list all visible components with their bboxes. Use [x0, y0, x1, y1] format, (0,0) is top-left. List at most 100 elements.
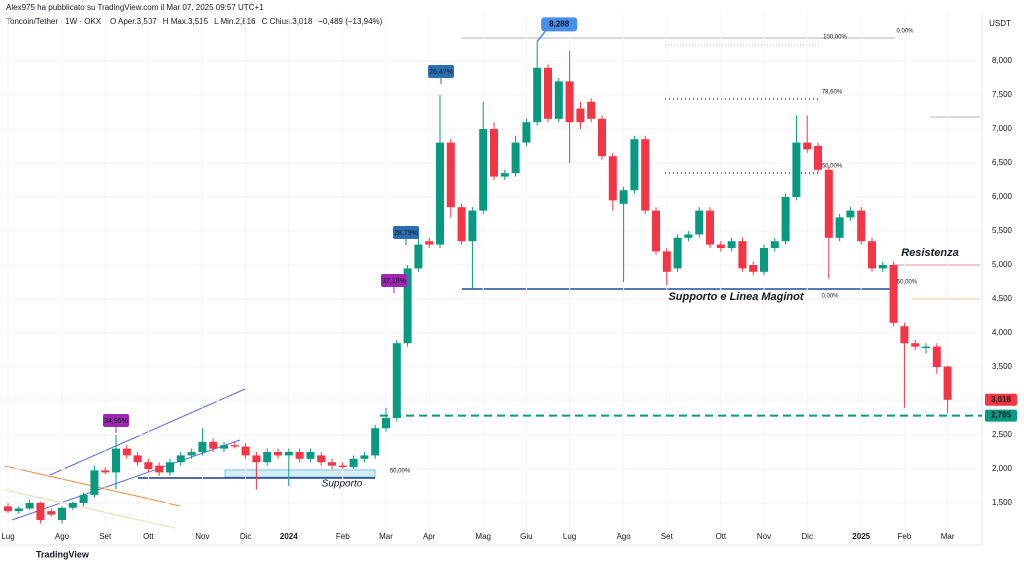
candle-body: [349, 458, 358, 467]
x-tick-label: Ott: [143, 532, 154, 541]
x-tick-label: Giu: [520, 532, 532, 541]
candle-body: [706, 210, 714, 245]
y-tick-label: 8,000: [992, 56, 1013, 65]
candle-body: [468, 210, 477, 242]
candle-body: [133, 455, 142, 463]
annotation: 100,00%: [823, 35, 847, 41]
y-tick-label: 2,500: [992, 430, 1013, 439]
x-tick-label: Ott: [715, 532, 726, 541]
candle-body: [554, 81, 563, 119]
candle-body: [695, 210, 704, 235]
y-tick-label: 3,500: [992, 362, 1013, 371]
x-tick-label: Dic: [801, 532, 813, 541]
candle-body: [90, 470, 99, 495]
x-tick-label: Ago: [616, 532, 631, 541]
candle-body: [781, 196, 790, 242]
candle-body: [166, 462, 174, 473]
percent-badge-label: 26,47%: [429, 69, 453, 76]
annotation: 50,00%: [822, 164, 843, 170]
brand: TradingView: [36, 549, 90, 559]
candle-body: [792, 142, 801, 197]
candle-body: [500, 173, 509, 177]
candle-body: [533, 67, 542, 123]
annotation: 50,00%: [897, 280, 918, 286]
x-tick-label: Nov: [195, 532, 209, 541]
x-tick-label: Lug: [1, 532, 14, 541]
y-tick-label: 6,000: [992, 192, 1013, 201]
candle-body: [824, 169, 833, 238]
candle-body: [522, 122, 531, 143]
candle-body: [684, 234, 693, 238]
candle-body: [4, 506, 12, 512]
candle-body: [511, 142, 520, 174]
candle-body: [58, 507, 66, 521]
candle-body: [14, 508, 23, 512]
percent-badge: [393, 226, 419, 239]
candle-body: [878, 264, 887, 269]
candle-body: [727, 241, 736, 248]
x-tick-label: Feb: [336, 532, 350, 541]
candle-body: [371, 428, 380, 456]
x-tick-label: 2025: [852, 532, 870, 541]
annotation: 78,60%: [822, 90, 843, 96]
candle-body: [749, 264, 758, 272]
candle-body: [662, 251, 671, 272]
candle-body: [382, 418, 390, 429]
y-tick-label: 5,500: [992, 226, 1013, 235]
legend-value: L Min.2,816: [214, 17, 256, 26]
candle-body: [479, 128, 488, 211]
candle-body: [760, 247, 768, 272]
y-tick-label: 7,500: [992, 90, 1013, 99]
candle-body: [425, 241, 434, 245]
candle-body: [112, 448, 120, 473]
byline: Alex975 ha pubblicato su TradingView.com…: [6, 3, 264, 12]
x-tick-label: Dic: [240, 532, 252, 541]
candle-body: [446, 142, 455, 208]
candle-body: [230, 445, 239, 447]
y-tick-label: 2,000: [992, 464, 1013, 473]
candle-body: [122, 448, 131, 456]
candle-body: [565, 81, 574, 123]
x-tick-label: Mag: [475, 532, 491, 541]
candle-body: [284, 452, 293, 456]
candle-body: [317, 455, 326, 463]
candle-body: [338, 465, 347, 467]
price-label-box: [985, 393, 1017, 406]
percent-badge: [103, 414, 129, 427]
x-tick-label: Set: [99, 532, 112, 541]
candle-body: [598, 118, 606, 157]
percent-badge-label: 34,95%: [104, 418, 128, 425]
candle-body: [274, 452, 282, 456]
candle-body: [68, 503, 77, 508]
percent-badge: [428, 65, 454, 78]
x-tick-label: Feb: [898, 532, 912, 541]
y-tick-label: 4,500: [992, 294, 1013, 303]
candle-body: [868, 241, 876, 269]
legend-value: C Chius.3,018: [262, 17, 313, 26]
candle-body: [738, 241, 747, 269]
annotation: 50,00%: [390, 469, 411, 475]
annotation: Supporto: [322, 479, 363, 490]
x-tick-label: Mar: [379, 532, 393, 541]
legend-value: O Aper.3,507: [110, 17, 157, 26]
candle-body: [911, 343, 920, 347]
legend-value: H Max.3,515: [163, 17, 209, 26]
x-tick-label: Set: [661, 532, 674, 541]
candle-body: [198, 441, 207, 453]
candle-body: [814, 145, 822, 170]
candle-body: [576, 108, 585, 123]
x-tick-label: Mar: [941, 532, 955, 541]
candle-body: [36, 503, 45, 521]
candle-body: [770, 241, 779, 248]
high-label-pointer: [536, 30, 546, 42]
candle-body: [490, 128, 498, 177]
symbol: Toncoin/Tether · 1W · OKX: [6, 17, 102, 26]
trend-line: [4, 489, 176, 529]
candle-body: [328, 462, 336, 466]
high-label: 8,288: [549, 20, 570, 29]
y-tick-label: 7,000: [992, 124, 1013, 133]
channel-line: [49, 388, 246, 476]
candle-body: [295, 452, 304, 459]
candle-body: [619, 190, 628, 204]
